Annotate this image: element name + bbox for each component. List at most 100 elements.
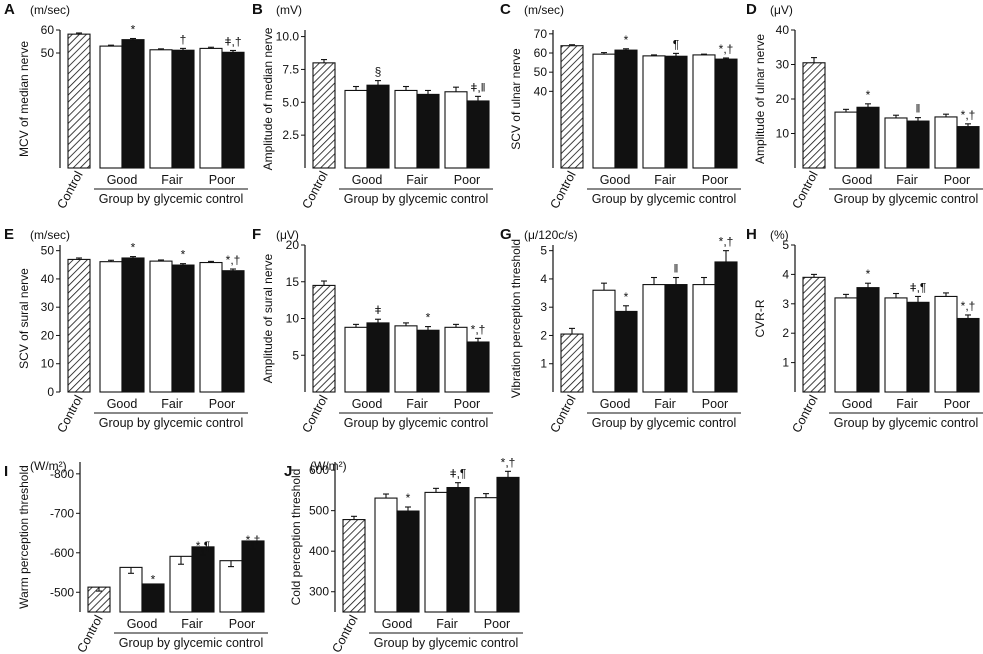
y-tick-label: 50	[41, 244, 55, 258]
y-tick-label: 30	[776, 58, 790, 72]
bar-good-white	[374, 497, 398, 613]
y-tick-label: 5	[292, 348, 299, 362]
bar-fair-white	[149, 260, 173, 393]
category-label-poor: Poor	[229, 617, 255, 631]
y-unit-label: (μV)	[770, 3, 793, 17]
y-axis-title: Vibration perception threshold	[509, 239, 523, 398]
y-tick-label: 10.0	[276, 30, 300, 44]
category-label-good: Good	[107, 397, 138, 411]
bar-poor-white	[199, 47, 223, 169]
bar-poor-white	[934, 116, 958, 169]
bar-good-black	[856, 106, 880, 169]
bar-poor-black	[221, 270, 245, 393]
bar-poor-white	[474, 497, 498, 613]
category-label-control: Control	[789, 393, 820, 435]
y-unit-label: (μV)	[276, 228, 299, 242]
significance-mark: *	[131, 23, 136, 37]
bar-poor-white	[934, 295, 958, 393]
category-label-poor: Poor	[209, 173, 235, 187]
y-tick-label: 500	[309, 504, 329, 518]
bar-poor-white	[219, 560, 243, 613]
y-tick-label: 0	[47, 385, 54, 399]
category-label-control: Control	[547, 393, 578, 435]
bar-fair-black	[446, 486, 470, 613]
significance-mark: ǂ	[374, 303, 381, 317]
bar-control-hatched	[560, 333, 584, 393]
category-label-fair: Fair	[896, 397, 918, 411]
significance-mark: §	[375, 65, 382, 79]
bar-good-black	[614, 310, 638, 393]
y-tick-label: 1	[782, 356, 789, 370]
bar-fair-white	[394, 89, 418, 169]
significance-mark: *	[426, 311, 431, 325]
y-tick-label: 50	[41, 46, 55, 60]
significance-mark: *,†	[246, 533, 261, 547]
bar-poor-white	[692, 284, 716, 393]
x-axis-title: Group by glycemic control	[834, 416, 979, 430]
bar-fair-black	[664, 55, 688, 169]
significance-mark: *	[181, 248, 186, 262]
y-tick-label: 5	[540, 244, 547, 258]
y-tick-label: 20	[286, 238, 300, 252]
y-axis-title: CVR-R	[753, 299, 767, 337]
category-label-poor: Poor	[702, 173, 728, 187]
y-tick-label: 400	[309, 544, 329, 558]
bar-fair-black	[416, 93, 440, 169]
y-tick-label: 2	[782, 326, 789, 340]
category-label-fair: Fair	[654, 173, 676, 187]
chart-panel-i: I (W/m²) -500 -600 -700 -800 Warm perception t…	[4, 459, 268, 654]
bar-fair-black	[416, 329, 440, 393]
significance-mark: ¶	[673, 37, 679, 51]
bar-good-white	[99, 45, 123, 169]
category-label-good: Good	[382, 617, 413, 631]
y-tick-label: -800	[50, 467, 74, 481]
category-label-poor: Poor	[454, 397, 480, 411]
bar-fair-black	[906, 120, 930, 169]
category-label-fair: Fair	[654, 397, 676, 411]
bar-good-white	[592, 289, 616, 393]
y-axis-title: Amplitude of ulnar nerve	[753, 34, 767, 164]
y-tick-label: 3	[782, 297, 789, 311]
y-axis-title: Amplitude of median nerve	[261, 27, 275, 170]
category-label-control: Control	[54, 393, 85, 435]
y-tick-label: 1	[540, 357, 547, 371]
y-tick-label: 60	[534, 46, 548, 60]
bar-control-hatched	[312, 284, 336, 393]
y-tick-label: 600	[309, 463, 329, 477]
significance-mark: ǁ	[916, 102, 921, 116]
bar-good-black	[121, 39, 145, 169]
category-label-control: Control	[299, 393, 330, 435]
y-unit-label: (W/m²)	[30, 459, 67, 473]
bar-control-hatched	[312, 62, 336, 169]
y-unit-label: (m/sec)	[30, 228, 70, 242]
chart-panel-g: G (μ/120c/s) 1 2 3 4 5 Vibration perception thr…	[500, 226, 741, 435]
y-axis-title: Cold perception threshold	[289, 469, 303, 606]
bar-poor-black	[496, 476, 520, 613]
y-tick-label: 2.5	[282, 128, 299, 142]
panel-letter: I	[4, 463, 8, 480]
bar-fair-black	[191, 546, 215, 613]
category-label-good: Good	[107, 173, 138, 187]
y-tick-label: 20	[41, 328, 55, 342]
x-axis-title: Group by glycemic control	[592, 416, 737, 430]
category-label-good: Good	[352, 397, 383, 411]
category-label-control: Control	[54, 169, 85, 211]
bar-control-hatched	[802, 276, 826, 393]
bar-fair-white	[642, 284, 666, 393]
category-label-control: Control	[329, 613, 360, 654]
category-label-control: Control	[547, 169, 578, 211]
significance-mark: †	[180, 32, 187, 46]
bar-fair-white	[642, 55, 666, 169]
significance-mark: *	[866, 267, 871, 281]
chart-panel-e: E (m/sec) 0 10 20 30 40 50 SCV of sural nerve * * *…	[4, 226, 248, 435]
category-label-control: Control	[299, 169, 330, 211]
y-tick-label: 4	[540, 272, 547, 286]
significance-mark: *	[624, 290, 629, 304]
significance-mark: *	[624, 33, 629, 47]
bar-poor-black	[241, 540, 265, 613]
panel-letter: J	[284, 463, 292, 480]
bar-good-white	[834, 111, 858, 169]
panel-letter: F	[252, 226, 261, 243]
category-label-poor: Poor	[702, 397, 728, 411]
bar-fair-black	[906, 301, 930, 393]
